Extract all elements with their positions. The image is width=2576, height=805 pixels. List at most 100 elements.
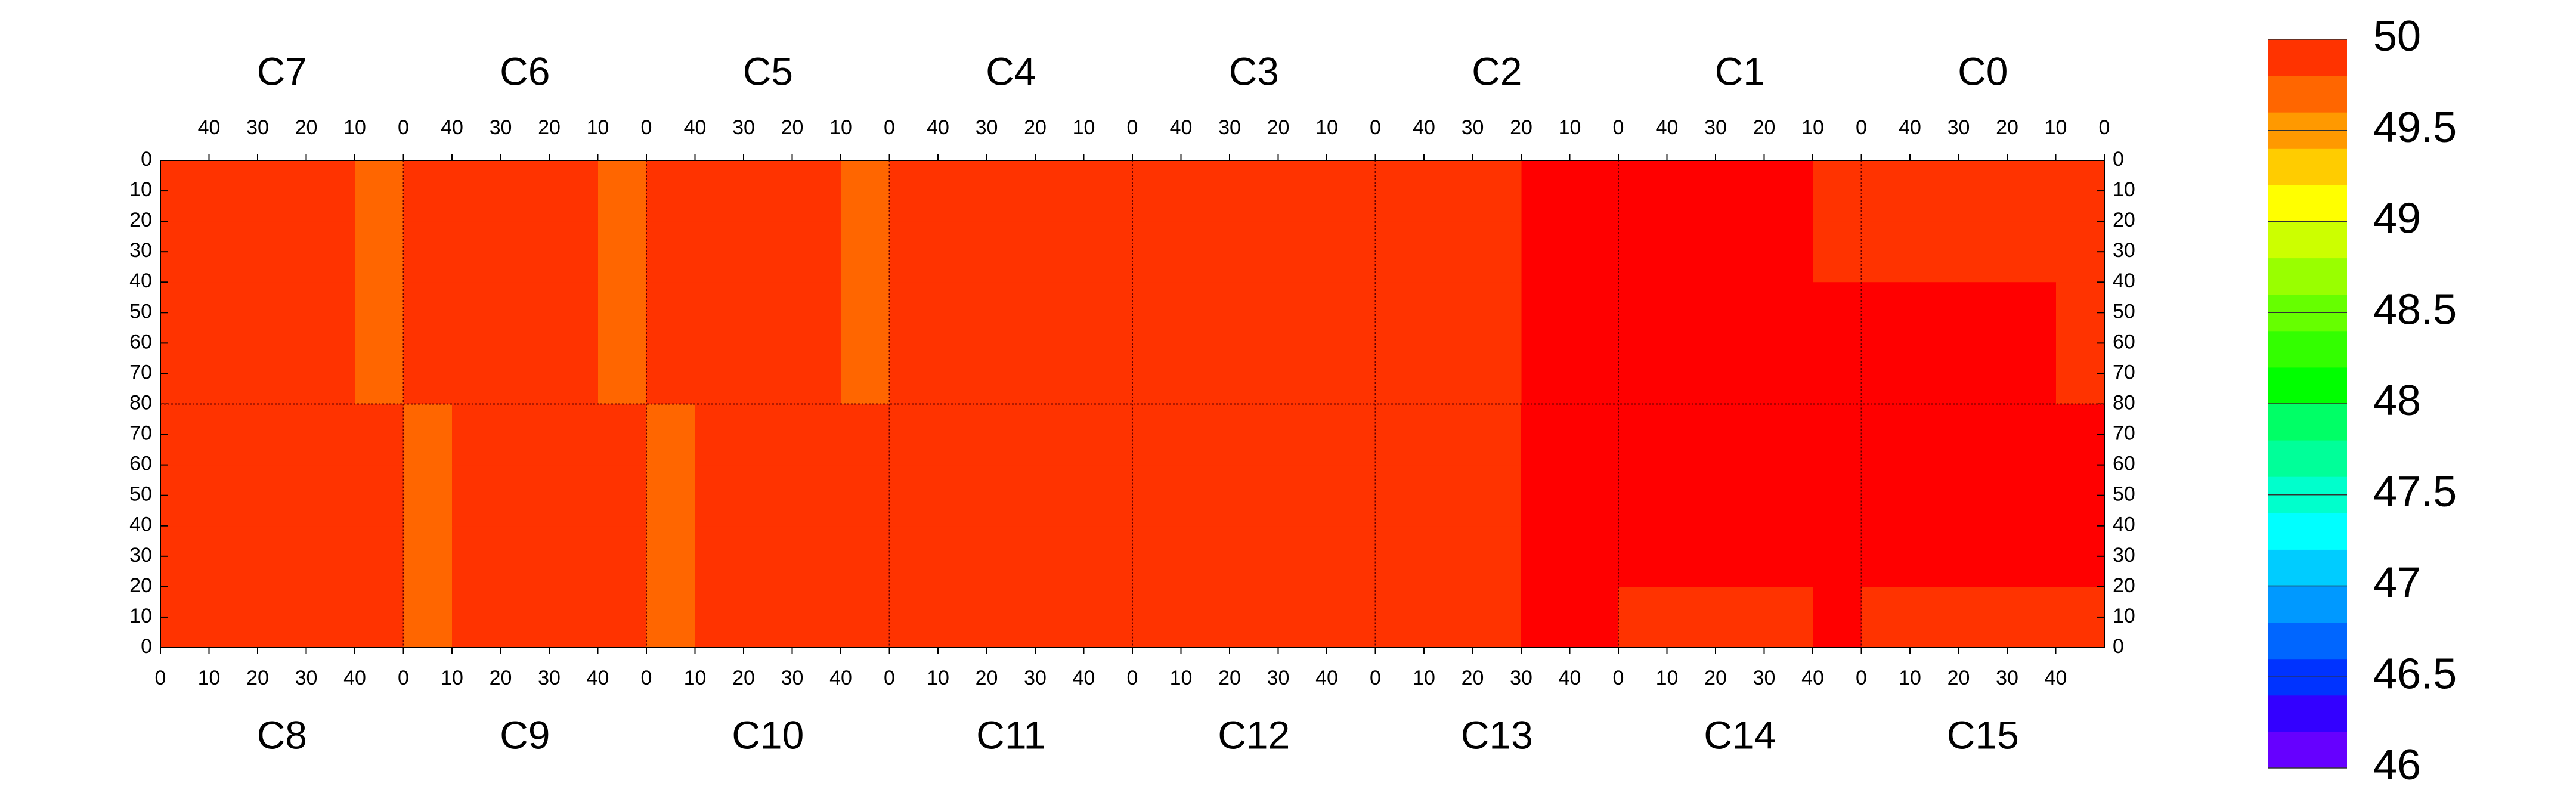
- x-tick-label: 40: [1801, 667, 1824, 689]
- heat-cell: [355, 465, 404, 527]
- x-tick-label: 20: [490, 667, 512, 689]
- heat-cell: [1521, 586, 1570, 648]
- heat-cell: [403, 221, 453, 283]
- heat-cell: [549, 525, 598, 587]
- heat-cell: [160, 404, 209, 466]
- heat-cell: [2007, 404, 2056, 466]
- x-tick-label: 20: [295, 116, 318, 139]
- heat-cell: [1375, 282, 1425, 343]
- x-tick-label: 40: [1559, 667, 1581, 689]
- y-tick-label: 10: [2113, 605, 2135, 627]
- y-tick-label: 50: [2113, 300, 2135, 323]
- x-tick-label: 40: [2045, 667, 2067, 689]
- heat-cell: [1910, 586, 1959, 648]
- heat-cell: [500, 282, 550, 343]
- heat-cell: [403, 525, 453, 587]
- heat-cell: [1424, 404, 1473, 466]
- heat-cell: [1521, 404, 1570, 466]
- heat-cell: [744, 525, 792, 587]
- heat-cell: [2055, 404, 2105, 466]
- heat-cell: [306, 404, 355, 466]
- x-tick-label: 20: [976, 667, 998, 689]
- heat-cell: [1181, 586, 1230, 648]
- heat-cell: [1472, 465, 1522, 527]
- x-tick-label: 40: [1413, 116, 1435, 139]
- heat-cell: [1813, 160, 1862, 222]
- heat-cell: [1472, 404, 1522, 466]
- heat-cell: [306, 343, 355, 404]
- heat-cell: [1375, 465, 1425, 527]
- y-tick-label: 10: [129, 178, 152, 201]
- heat-cell: [549, 465, 598, 527]
- heat-cell: [1716, 282, 1764, 343]
- heat-cell: [258, 525, 306, 587]
- colorbar-label: 46.5: [2373, 650, 2457, 698]
- heat-cell: [841, 404, 890, 466]
- heat-cell: [841, 525, 890, 587]
- chip-label: C13: [1461, 713, 1533, 757]
- heat-cell: [2007, 525, 2056, 587]
- x-tick-label: 10: [1073, 116, 1095, 139]
- heat-cell: [1958, 343, 2008, 404]
- heat-cell: [1910, 465, 1959, 527]
- y-tick-label: 70: [2113, 422, 2135, 445]
- x-tick-label: 20: [1704, 667, 1727, 689]
- heat-cell: [452, 525, 501, 587]
- heat-cell: [2007, 465, 2056, 527]
- heat-cell: [841, 343, 890, 404]
- x-tick-label: 0: [1370, 116, 1381, 139]
- heat-cell: [1910, 343, 1959, 404]
- heat-cell: [1813, 221, 1862, 283]
- heat-cell: [1132, 160, 1181, 222]
- chip-label: C15: [1947, 713, 2019, 757]
- x-tick-label: 40: [684, 116, 707, 139]
- heat-cell: [500, 465, 550, 527]
- y-tick-label: 40: [2113, 513, 2135, 536]
- heat-cell: [1424, 282, 1473, 343]
- heat-cell: [1521, 160, 1570, 222]
- heat-cell: [160, 343, 209, 404]
- heat-cell: [452, 160, 501, 222]
- heat-cell: [1618, 160, 1667, 222]
- heat-cell: [1230, 404, 1278, 466]
- heat-cell: [1230, 343, 1278, 404]
- heat-cell: [1716, 586, 1764, 648]
- heat-cell: [1278, 465, 1327, 527]
- heat-cell: [938, 465, 987, 527]
- heat-cell: [792, 465, 841, 527]
- colorbar-band: [2268, 148, 2347, 185]
- heat-cell: [646, 160, 695, 222]
- x-tick-label: 30: [732, 116, 755, 139]
- heat-cell: [597, 525, 647, 587]
- heat-cell: [792, 404, 841, 466]
- heat-cell: [1667, 465, 1716, 527]
- heat-cell: [2055, 343, 2105, 404]
- heat-cell: [306, 586, 355, 648]
- colorbar-label: 48: [2373, 377, 2421, 425]
- heat-cell: [1230, 465, 1278, 527]
- colorbar-band: [2268, 185, 2347, 222]
- heat-cell: [1569, 525, 1619, 587]
- heat-cell: [1521, 343, 1570, 404]
- heat-cell: [1716, 465, 1764, 527]
- heat-cell: [1132, 343, 1181, 404]
- heat-cell: [452, 404, 501, 466]
- heat-cell: [403, 160, 453, 222]
- heat-cell: [1521, 221, 1570, 283]
- x-tick-label: 10: [343, 116, 366, 139]
- x-tick-label: 30: [246, 116, 269, 139]
- heat-cell: [403, 465, 453, 527]
- chip-label: C7: [257, 49, 307, 93]
- heat-cell: [306, 160, 355, 222]
- colorbar-band: [2268, 39, 2347, 76]
- heat-cell: [1035, 282, 1084, 343]
- heat-cell: [355, 343, 404, 404]
- heat-cell: [258, 465, 306, 527]
- heat-cell: [209, 160, 258, 222]
- heat-cell: [597, 586, 647, 648]
- colorbar-label: 48.5: [2373, 286, 2457, 333]
- heat-cell: [1035, 465, 1084, 527]
- x-tick-label: 30: [976, 116, 998, 139]
- heat-cell: [1083, 465, 1133, 527]
